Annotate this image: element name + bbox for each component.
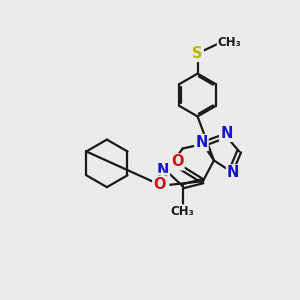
Text: N: N [220, 126, 232, 141]
Text: O: O [171, 154, 184, 169]
Text: O: O [153, 177, 166, 192]
Text: CH₃: CH₃ [171, 205, 195, 218]
Text: N: N [195, 135, 208, 150]
Text: H: H [157, 174, 168, 187]
Text: N: N [227, 165, 239, 180]
Text: CH₃: CH₃ [218, 36, 242, 49]
Text: S: S [192, 46, 203, 61]
Text: N: N [157, 163, 169, 178]
